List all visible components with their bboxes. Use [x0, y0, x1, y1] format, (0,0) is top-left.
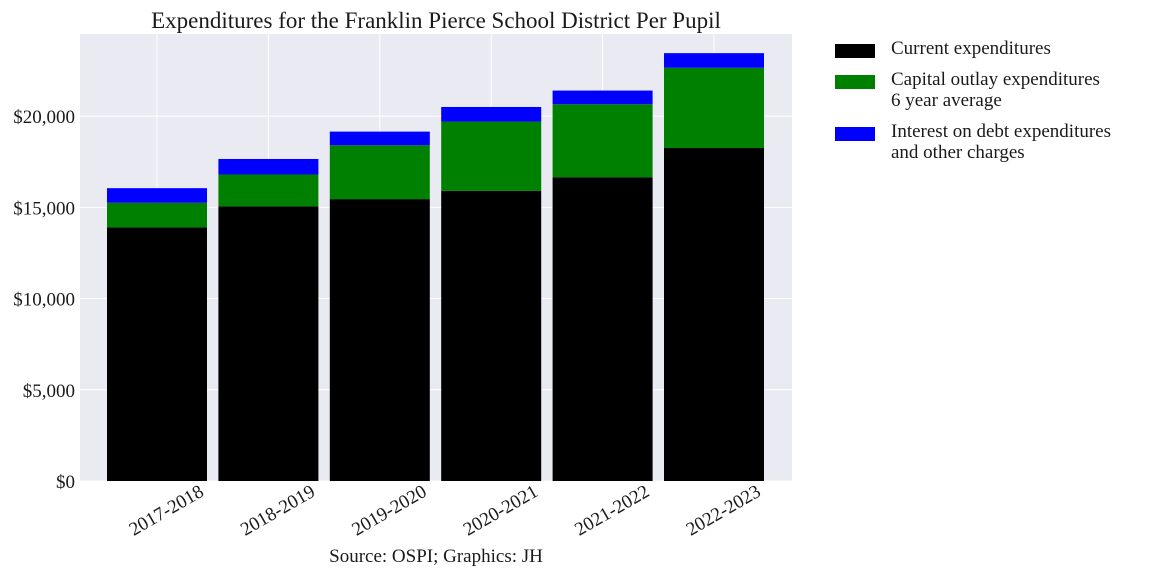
x-tick-label: 2018-2019 [237, 481, 319, 540]
bar-2018-2019-series-3 [218, 158, 319, 175]
legend-label: Interest on debt expenditures and other … [891, 121, 1112, 163]
bar-2022-2023-series-2 [664, 67, 764, 149]
bar-2019-2020-series-3 [329, 131, 430, 146]
y-tick-label: $10,000 [13, 290, 75, 311]
legend-item: Interest on debt expenditures and other … [835, 121, 1145, 163]
legend-swatch [835, 75, 875, 89]
bar-2018-2019-series-2 [218, 174, 319, 207]
bar-2022-2023-series-3 [664, 53, 764, 68]
bar-2022-2023-series-1 [664, 148, 764, 481]
x-tick-label: 2021-2022 [571, 481, 653, 540]
bar-2020-2021-series-3 [441, 106, 542, 122]
x-tick-label: 2020-2021 [460, 481, 542, 540]
x-tick-label: 2022-2023 [683, 481, 765, 540]
bar-2021-2022-series-1 [552, 177, 653, 481]
bar-2020-2021-series-1 [441, 190, 542, 481]
bar-2017-2018-series-3 [107, 188, 207, 203]
legend-swatch [835, 127, 875, 141]
legend-swatch [835, 44, 875, 58]
legend-item: Capital outlay expenditures 6 year avera… [835, 69, 1145, 111]
legend-item: Current expenditures [835, 38, 1145, 59]
bar-2019-2020-series-1 [329, 199, 430, 481]
x-axis-label: Source: OSPI; Graphics: JH [329, 546, 543, 567]
bar-2017-2018-series-2 [107, 202, 207, 228]
y-tick-label: $5,000 [23, 381, 75, 402]
x-tick-label: 2017-2018 [126, 481, 208, 540]
legend-label: Current expenditures [891, 38, 1051, 59]
bar-2017-2018-series-1 [107, 227, 207, 481]
y-tick-label: $20,000 [13, 107, 75, 128]
y-tick-label: $0 [56, 472, 75, 493]
y-tick-label: $15,000 [13, 198, 75, 219]
bar-2018-2019-series-1 [218, 206, 319, 481]
x-tick-label: 2019-2020 [349, 481, 431, 540]
legend-label: Capital outlay expenditures 6 year avera… [891, 69, 1100, 111]
bar-2020-2021-series-2 [441, 121, 542, 191]
chart-title: Expenditures for the Franklin Pierce Sch… [151, 8, 721, 33]
bar-2021-2022-series-2 [552, 104, 653, 178]
bar-2021-2022-series-3 [552, 90, 653, 105]
chart-legend: Current expenditures Capital outlay expen… [835, 38, 1145, 173]
bar-2019-2020-series-2 [329, 145, 430, 200]
